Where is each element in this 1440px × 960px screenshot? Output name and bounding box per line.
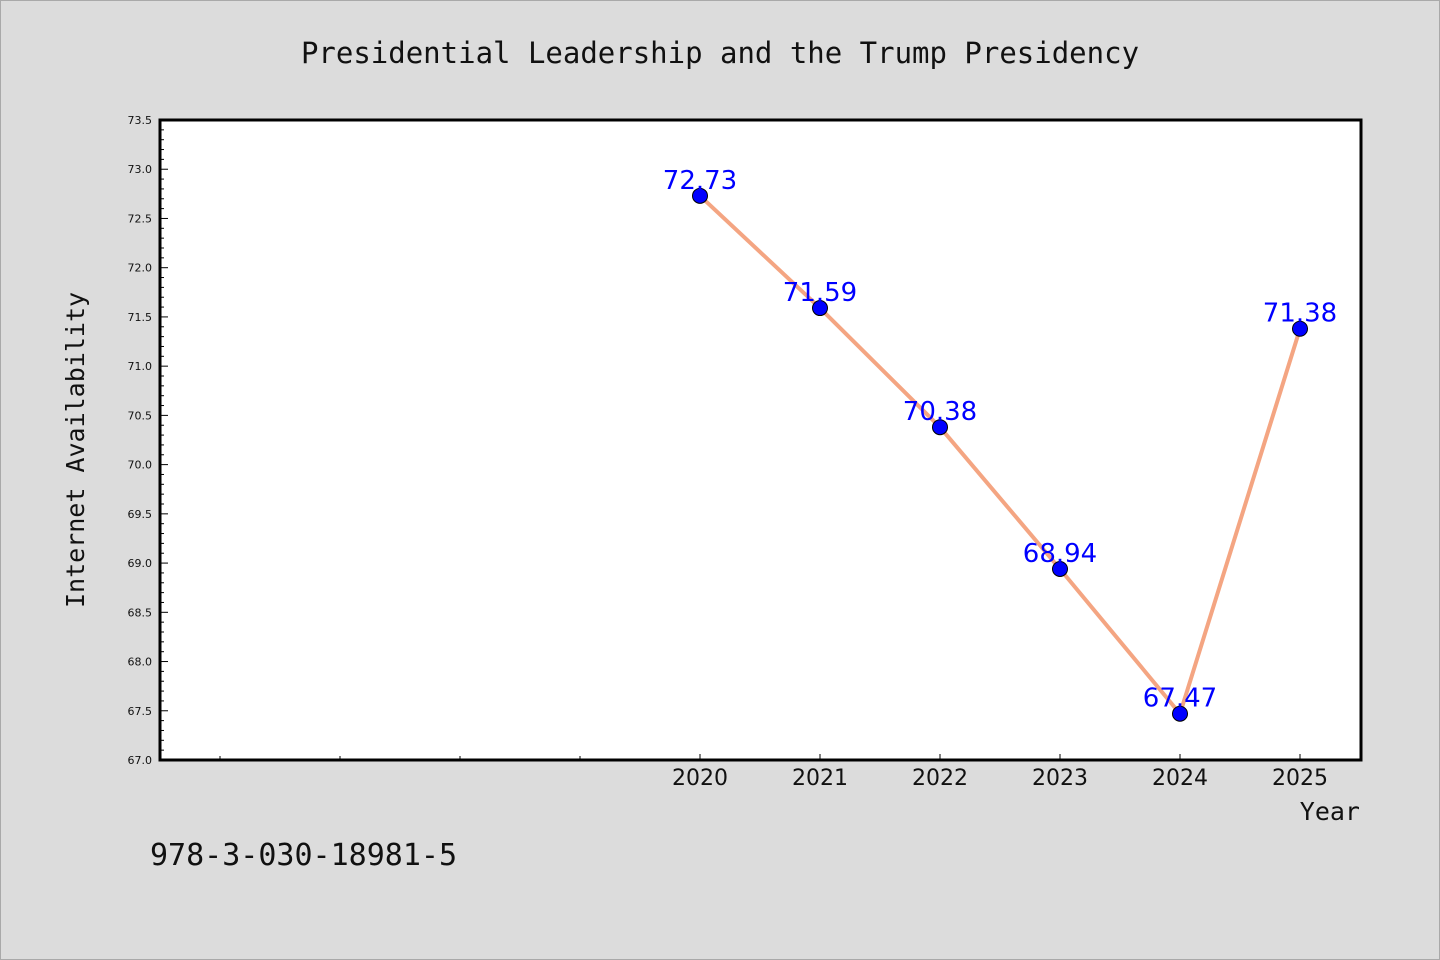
data-point-marker — [932, 419, 948, 436]
data-point-marker — [1292, 320, 1308, 337]
data-label: 71.38 — [1263, 299, 1337, 329]
x-tick-label: 2021 — [792, 766, 848, 791]
y-tick-label: 67.0 — [128, 754, 153, 767]
x-tick-label: 2024 — [1152, 766, 1208, 791]
data-label: 72.73 — [663, 166, 737, 196]
data-point-marker — [812, 300, 828, 317]
y-tick-label: 67.5 — [128, 705, 153, 718]
y-tick-label: 68.5 — [128, 606, 153, 619]
y-tick-label: 73.5 — [128, 114, 153, 127]
x-axis-title: Year — [1300, 797, 1360, 826]
y-tick-label: 69.5 — [128, 508, 153, 521]
data-point-marker — [1052, 560, 1068, 577]
y-tick-label: 69.0 — [128, 557, 153, 570]
chart-title: Presidential Leadership and the Trump Pr… — [301, 36, 1139, 70]
data-point-marker — [692, 187, 708, 204]
footer-isbn: 978-3-030-18981-5 — [150, 838, 457, 873]
data-label: 70.38 — [903, 397, 977, 427]
x-tick-label: 2020 — [672, 766, 728, 791]
data-labels: 72.73 71.59 70.38 68.94 67.47 71.38 — [663, 166, 1337, 714]
series-internet-availability — [692, 187, 1308, 722]
y-tick-label: 71.0 — [128, 360, 153, 373]
x-tick-label: 2023 — [1032, 766, 1088, 791]
x-axis-ticks: 2020 2021 2022 2023 2024 2025 — [219, 754, 1328, 791]
y-tick-label: 70.0 — [128, 459, 153, 472]
y-axis-ticks: 67.0 67.5 68.0 68.5 69.0 69.5 70.0 70.5 71.0 71.5… — [128, 114, 168, 767]
y-tick-label: 72.0 — [128, 262, 153, 275]
data-point-marker — [1172, 705, 1188, 722]
plot-frame — [158, 118, 1363, 762]
series-line — [698, 193, 1302, 716]
y-axis-title: Internet Availability — [61, 292, 90, 608]
y-tick-label: 72.5 — [128, 212, 153, 225]
y-tick-label: 70.5 — [128, 409, 153, 422]
y-tick-label: 68.0 — [128, 656, 153, 669]
data-label: 67.47 — [1143, 684, 1217, 714]
y-tick-label: 73.0 — [128, 163, 153, 176]
x-tick-label: 2022 — [912, 766, 968, 791]
data-label: 68.94 — [1023, 539, 1097, 569]
x-tick-label: 2025 — [1272, 766, 1328, 791]
y-tick-label: 71.5 — [128, 311, 153, 324]
plot-area — [160, 120, 1361, 760]
data-label: 71.59 — [783, 278, 857, 308]
